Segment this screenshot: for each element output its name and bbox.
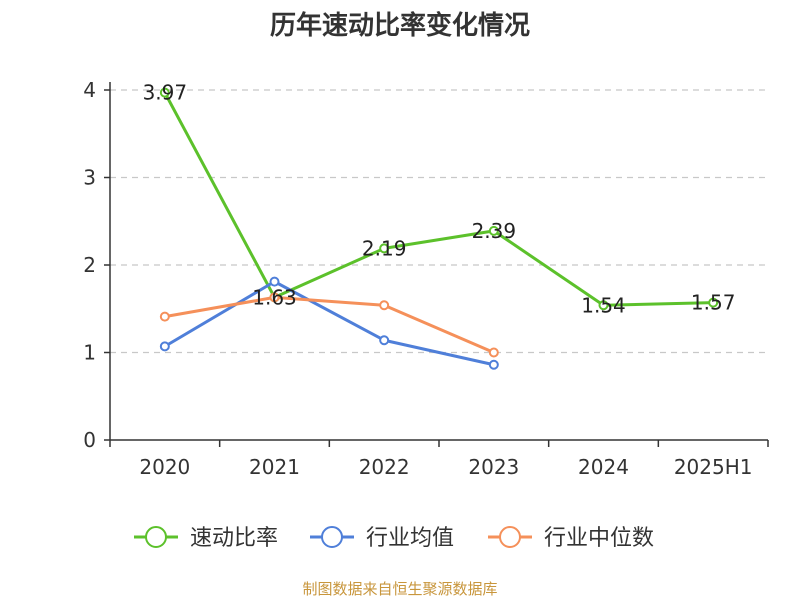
x-tick-label: 2023 (468, 455, 519, 479)
series-line-0 (163, 91, 714, 307)
legend-item-2[interactable]: 行业中位数 (488, 526, 654, 551)
y-tick-label: 2 (83, 253, 96, 277)
data-point[interactable] (488, 347, 499, 358)
legend-label: 行业均值 (366, 526, 454, 551)
data-labels: 3.97 1.63 2.19 2.39 1.54 1.57 (143, 81, 736, 318)
y-tick-label: 1 (83, 341, 96, 365)
data-point[interactable] (159, 341, 170, 352)
legend-item-0[interactable]: 速动比率 (134, 526, 278, 551)
data-point[interactable] (159, 311, 170, 322)
x-tick-label: 2024 (578, 455, 629, 479)
data-label: 3.97 (143, 81, 188, 105)
data-point[interactable] (269, 292, 280, 303)
legend-marker (321, 526, 343, 548)
y-tick-label: 0 (83, 428, 96, 452)
y-tick-label: 4 (83, 78, 96, 102)
data-point[interactable] (598, 300, 609, 311)
legend[interactable]: 速动比率 行业均值 行业中位数 (134, 526, 654, 551)
legend-label: 行业中位数 (544, 526, 654, 551)
y-tick-label: 3 (83, 166, 96, 190)
data-point[interactable] (379, 300, 390, 311)
data-point[interactable] (269, 276, 280, 287)
axes: 0 1 2 3 4 2020 2021 2022 2023 2024 2025H1 (83, 78, 769, 479)
data-label: 1.54 (581, 293, 626, 317)
legend-item-1[interactable]: 行业均值 (310, 526, 454, 551)
data-label: 1.57 (691, 291, 736, 315)
x-tick-label: 2020 (139, 455, 190, 479)
series-line-1 (164, 280, 495, 367)
x-tick-label: 2022 (359, 455, 410, 479)
data-point[interactable] (708, 297, 719, 308)
series-lines (159, 87, 719, 370)
data-point[interactable] (379, 335, 390, 346)
source-note: 制图数据来自恒生聚源数据库 (302, 580, 497, 598)
chart-title: 历年速动比率变化情况 (270, 10, 530, 41)
data-point[interactable] (379, 243, 390, 254)
x-tick-label: 2021 (249, 455, 300, 479)
data-point[interactable] (488, 359, 499, 370)
legend-label: 速动比率 (190, 526, 278, 551)
series-line-2 (164, 295, 495, 354)
legend-marker (499, 526, 521, 548)
legend-marker (145, 526, 167, 548)
data-label: 2.19 (362, 236, 407, 260)
data-point[interactable] (159, 87, 170, 98)
x-tick-label: 2025H1 (674, 455, 753, 479)
data-label: 2.39 (472, 219, 517, 243)
data-point[interactable] (488, 225, 499, 236)
gridlines (110, 89, 768, 354)
data-label: 1.63 (252, 285, 297, 309)
